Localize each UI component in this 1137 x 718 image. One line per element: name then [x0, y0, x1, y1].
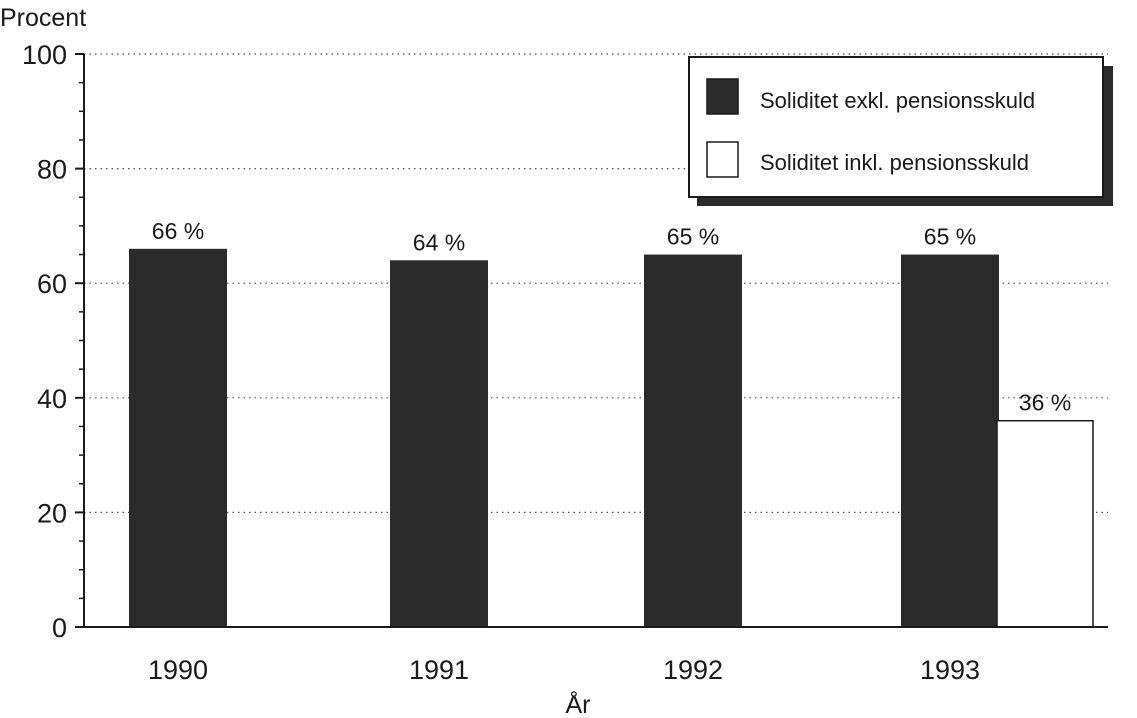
data-label-1990-exkl: 66 % — [152, 218, 204, 244]
x-tick-label: 1990 — [148, 655, 208, 685]
x-axis-title: År — [566, 689, 591, 718]
y-axis-title: Procent — [0, 4, 86, 32]
bar-1993-inkl — [996, 419, 1094, 628]
y-tick-label: 60 — [37, 269, 67, 299]
legend: Soliditet exkl. pensionsskuld Soliditet … — [688, 56, 1113, 206]
data-label-1993-inkl: 36 % — [1019, 390, 1071, 416]
legend-label-exkl: Soliditet exkl. pensionsskuld — [760, 88, 1035, 113]
y-tick-label: 80 — [37, 155, 67, 185]
y-tick-labels: 0 20 40 60 80 100 — [22, 40, 84, 643]
legend-swatch-exkl — [706, 78, 739, 115]
data-labels: 66 % 64 % 65 % 65 % 36 % — [152, 218, 1071, 416]
bar-1993-exkl — [901, 254, 999, 628]
data-label-1992-exkl: 65 % — [667, 224, 719, 250]
legend-box — [688, 56, 1104, 198]
y-tick-label: 40 — [37, 384, 67, 414]
y-tick-label: 0 — [52, 613, 67, 643]
legend-swatch-inkl — [706, 141, 739, 178]
data-label-1993-exkl: 65 % — [924, 224, 976, 250]
bar-1990-exkl — [129, 248, 227, 627]
bar-1992-exkl — [644, 254, 742, 628]
x-tick-labels: 1990 1991 1992 1993 — [148, 655, 980, 685]
y-tick-label: 100 — [22, 40, 67, 70]
y-tick-label: 20 — [37, 498, 67, 528]
bar-1991-exkl — [390, 260, 488, 627]
legend-label-inkl: Soliditet inkl. pensionsskuld — [760, 150, 1029, 175]
x-tick-label: 1991 — [409, 655, 469, 685]
x-tick-label: 1993 — [920, 655, 980, 685]
x-tick-label: 1992 — [663, 655, 723, 685]
data-label-1991-exkl: 64 % — [413, 229, 465, 255]
bars — [129, 248, 1094, 628]
